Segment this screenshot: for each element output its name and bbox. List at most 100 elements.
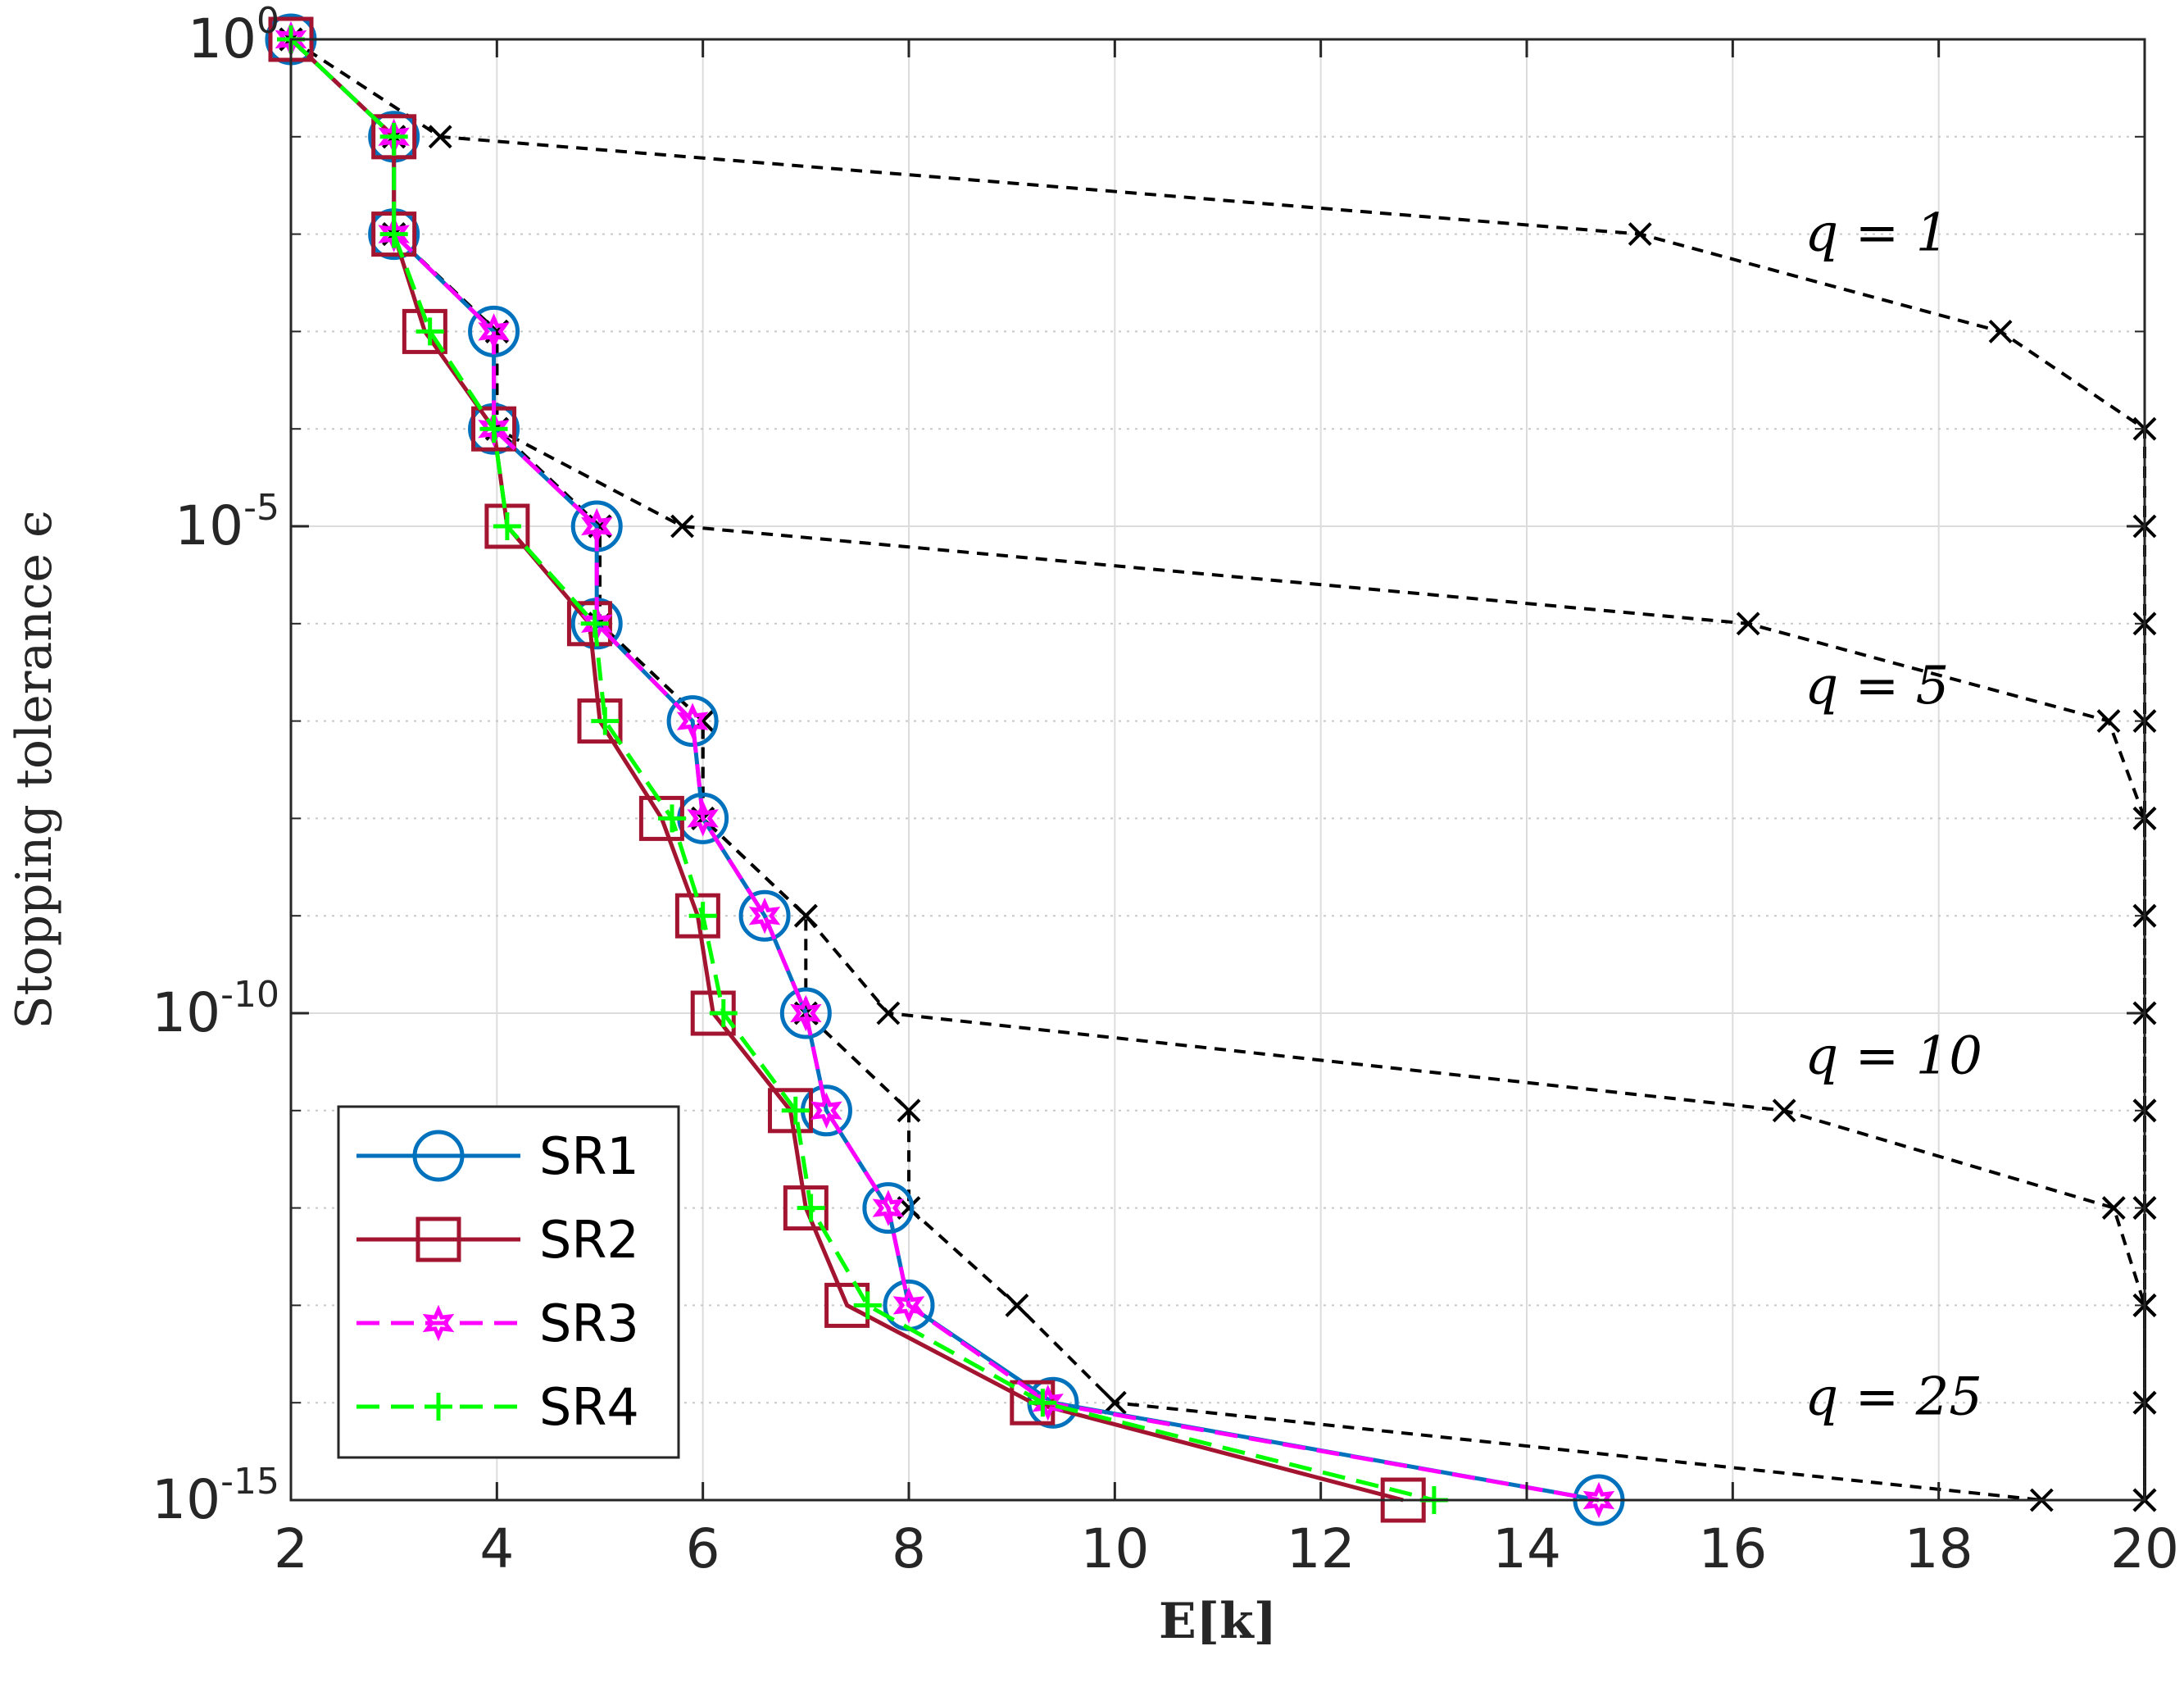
series-line: [289, 38, 1404, 1503]
series-line: [289, 38, 1435, 1503]
reference-marker: [2096, 709, 2121, 734]
y-tick-label: 100: [188, 0, 279, 70]
data-point: [577, 698, 623, 744]
data-point: [657, 804, 686, 833]
data-point: [412, 1130, 465, 1182]
legend-entry: SR3: [356, 1294, 639, 1353]
reference-curve-label: q = 10: [1805, 1025, 1982, 1086]
y-tick-exponent: -15: [220, 1461, 279, 1503]
x-tick-label: 2: [274, 1517, 308, 1580]
y-tick-label: 10-10: [152, 974, 279, 1044]
reference-marker: [793, 903, 818, 928]
x-tick-label: 6: [686, 1517, 720, 1580]
data-point: [781, 1096, 810, 1125]
y-tick-exponent: -10: [220, 974, 279, 1016]
series-SR3: [275, 20, 1615, 1519]
data-point: [591, 707, 620, 735]
data-point: [425, 1393, 452, 1421]
data-point: [872, 1189, 905, 1226]
reference-marker: [670, 514, 694, 539]
plot-area: [289, 38, 2146, 1502]
y-tick-base: 10: [188, 7, 257, 70]
ticks: [289, 38, 2146, 1502]
annotations: q = 1 q = 5 q = 10 q = 25: [1805, 203, 1982, 1428]
data-point: [738, 889, 791, 942]
x-tick-label: 20: [2110, 1517, 2179, 1580]
data-point: [709, 999, 738, 1027]
data-point: [810, 1092, 842, 1130]
data-point: [493, 512, 521, 540]
data-point: [853, 1291, 882, 1320]
data-point: [1582, 1481, 1615, 1519]
series-lines: [265, 13, 1625, 1526]
legend-label: SR4: [539, 1377, 639, 1437]
data-point: [779, 987, 832, 1039]
y-tick-exponent: 0: [257, 0, 279, 42]
reference-marker: [1988, 319, 2013, 343]
data-point: [790, 994, 822, 1032]
y-tick-exponent: -5: [243, 487, 279, 529]
x-axis-label: E[k]: [1159, 1593, 1277, 1650]
data-point: [783, 1185, 829, 1231]
series-line: [289, 38, 1600, 1503]
reference-curve-label: q = 1: [1805, 203, 1949, 264]
x-tick-label: 4: [479, 1517, 514, 1580]
reference-curve-label: q = 25: [1805, 1366, 1982, 1427]
reference-curve-line: [289, 38, 2042, 1502]
data-point: [402, 308, 447, 354]
data-point: [687, 800, 719, 837]
data-point: [415, 317, 444, 346]
data-point: [379, 122, 408, 151]
x-tick-label: 12: [1287, 1517, 1355, 1580]
legend-entry: SR1: [356, 1126, 639, 1186]
x-tick-label: 16: [1698, 1517, 1767, 1580]
reference-marker: [897, 1098, 921, 1123]
data-point: [1032, 1384, 1064, 1421]
data-point: [748, 897, 781, 934]
legend-label: SR2: [539, 1210, 639, 1270]
data-point: [371, 114, 417, 160]
reference-curve-label: q = 5: [1805, 656, 1949, 716]
reference-marker: [1005, 1293, 1029, 1317]
data-point: [862, 1182, 915, 1235]
y-axis-label: Stopping tolerance ϵ: [6, 510, 63, 1029]
legend-entry: SR2: [356, 1210, 639, 1270]
data-point: [688, 902, 717, 930]
data-point: [666, 695, 719, 748]
data-point: [484, 503, 530, 549]
x-tick-label: 18: [1905, 1517, 1973, 1580]
reference-marker: [1772, 1098, 1796, 1123]
reference-marker: [2101, 1196, 2126, 1221]
reference-marker: [1102, 1390, 1127, 1415]
data-point: [767, 1088, 813, 1134]
y-tick-label: 10-5: [175, 487, 279, 557]
data-point: [1028, 1389, 1057, 1417]
legend: SR1 SR2 SR3 SR4: [337, 1105, 680, 1459]
x-tick-label: 8: [892, 1517, 926, 1580]
legend-box: [337, 1105, 680, 1459]
x-tick-label: 14: [1492, 1517, 1561, 1580]
data-point: [676, 703, 709, 739]
reference-marker: [1628, 222, 1652, 247]
legend-label: SR1: [539, 1126, 639, 1186]
data-point: [566, 601, 612, 647]
y-tick-label: 10-15: [152, 1461, 279, 1531]
y-tick-base: 10: [175, 494, 243, 557]
data-point: [478, 313, 510, 350]
data-point: [379, 220, 408, 248]
data-point: [580, 609, 609, 638]
data-point: [422, 1304, 455, 1342]
data-point: [797, 1194, 825, 1222]
data-point: [468, 305, 520, 357]
data-point: [892, 1287, 925, 1324]
y-tick-base: 10: [152, 981, 220, 1044]
data-point: [479, 415, 508, 443]
reference-marker: [1736, 612, 1760, 636]
y-tick-base: 10: [152, 1468, 220, 1531]
x-tick-label: 10: [1080, 1517, 1149, 1580]
reference-marker: [876, 1001, 901, 1025]
data-point: [581, 507, 613, 545]
reference-marker: [428, 125, 452, 149]
